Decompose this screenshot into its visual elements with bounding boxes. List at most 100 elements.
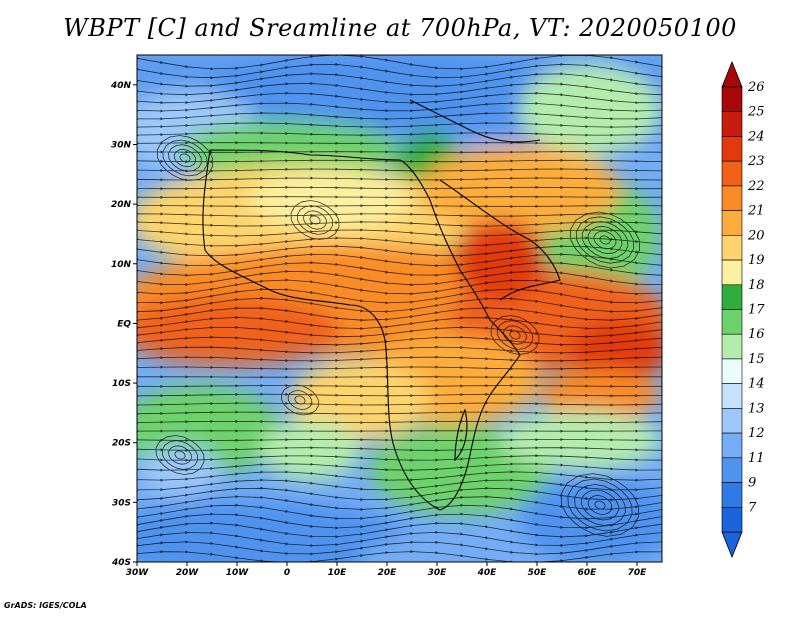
colorbar-min-arrow — [721, 531, 743, 559]
colorbar-segment — [721, 333, 743, 360]
streamline — [173, 148, 197, 168]
lon-label: 30E — [428, 568, 448, 578]
colorbar-segment — [721, 235, 743, 261]
colorbar-label: 7 — [748, 500, 757, 515]
colorbar-max-arrow — [721, 60, 743, 88]
streamline — [137, 141, 662, 145]
colorbar-label: 22 — [747, 179, 765, 194]
colorbar-segment — [721, 309, 743, 335]
streamline — [179, 153, 191, 163]
lon-label: 20E — [378, 568, 398, 578]
streamline — [137, 167, 662, 173]
map-title: WBPT [C] and Sreamline at 700hPa, VT: 20… — [63, 14, 737, 42]
lon-label: 60E — [578, 568, 598, 578]
lat-label: 10N — [111, 260, 132, 270]
streamline — [155, 435, 205, 475]
wbpt-field — [137, 55, 662, 562]
streamline — [290, 200, 340, 240]
lat-label: 30N — [111, 140, 132, 150]
colorbar-segment — [721, 358, 743, 384]
streamline — [587, 225, 623, 255]
streamline — [137, 410, 662, 416]
colorbar-segment — [721, 136, 743, 162]
streamline — [137, 111, 662, 121]
streamline — [137, 383, 662, 388]
colorbar-segment — [721, 259, 743, 286]
colorbar-label: 13 — [748, 401, 765, 416]
streamline — [294, 395, 306, 405]
colorbar-segment — [721, 210, 743, 236]
streamline — [599, 235, 611, 245]
footer-credit: GrADS: IGES/COLA — [4, 601, 87, 610]
streamline — [137, 131, 662, 137]
streamline — [575, 216, 635, 264]
streamline — [560, 473, 640, 537]
lat-label: 20N — [111, 200, 132, 210]
colorbar-segment — [721, 506, 743, 533]
colorbar-segment — [721, 185, 743, 211]
streamline — [137, 345, 662, 355]
lon-label: 30W — [126, 568, 150, 578]
colorbar-label: 14 — [748, 377, 765, 392]
lon-label: 10E — [328, 568, 348, 578]
streamline — [174, 450, 186, 460]
streamline — [137, 549, 662, 562]
streamline — [168, 144, 202, 172]
lat-label: EQ — [117, 319, 131, 329]
streamline — [137, 220, 662, 228]
colorbar-segment — [721, 408, 743, 434]
colorbar-label: 16 — [748, 327, 765, 342]
streamline — [168, 445, 192, 465]
colorbar-segment — [721, 383, 743, 409]
streamline — [574, 484, 626, 526]
streamline — [303, 210, 327, 230]
colorbar-label: 21 — [747, 204, 765, 219]
lon-label: 50E — [528, 568, 548, 578]
streamline — [137, 212, 662, 218]
lon-label: 10W — [226, 568, 250, 578]
streamline — [137, 335, 662, 347]
streamline — [137, 101, 662, 113]
colorbar-segment — [721, 482, 743, 508]
lat-label: 40N — [110, 81, 132, 91]
streamline — [137, 462, 662, 472]
streamline — [496, 320, 534, 350]
colorbar-label: 26 — [747, 80, 765, 95]
streamline — [594, 500, 606, 510]
colorbar-segment — [721, 160, 743, 187]
streamline — [137, 392, 662, 398]
lon-axis: 30W 20W 10W 0 10E 20E 30E 40E 50E 60E 70E — [126, 562, 647, 578]
streamline — [581, 221, 629, 259]
colorbar-label: 12 — [748, 426, 765, 441]
colorbar-label: 25 — [747, 105, 765, 120]
streamline — [137, 446, 662, 452]
colorbar-label: 15 — [748, 352, 765, 367]
colorbar-label: 23 — [747, 154, 765, 169]
colorbar-segment — [721, 284, 743, 310]
streamline — [580, 489, 620, 521]
lat-label: 20S — [112, 439, 131, 449]
streamline — [490, 315, 540, 355]
streamline — [280, 384, 320, 416]
streamline — [137, 419, 662, 425]
lon-label: 40E — [477, 568, 498, 578]
streamline — [309, 215, 321, 225]
colorbar-label: 11 — [748, 451, 765, 466]
colorbar-label: 9 — [748, 476, 756, 491]
lat-label: 10S — [112, 379, 131, 389]
streamline — [296, 205, 334, 235]
colorbar-segment — [721, 457, 743, 483]
colorbar-label: 19 — [748, 253, 765, 268]
lon-label: 70E — [628, 568, 648, 578]
streamlines — [137, 55, 662, 562]
colorbar-label: 18 — [748, 278, 765, 293]
colorbar-segment — [721, 86, 743, 113]
lat-label: 30S — [112, 498, 131, 508]
streamline — [567, 478, 633, 532]
lon-label: 0 — [284, 568, 290, 578]
plot-frame — [136, 54, 663, 563]
streamline — [587, 494, 613, 516]
streamline — [509, 330, 521, 340]
colorbar: 26 25 24 23 22 21 20 19 18 17 16 15 14 13 12 11 9 7 — [721, 60, 765, 559]
coastlines — [202, 99, 561, 511]
